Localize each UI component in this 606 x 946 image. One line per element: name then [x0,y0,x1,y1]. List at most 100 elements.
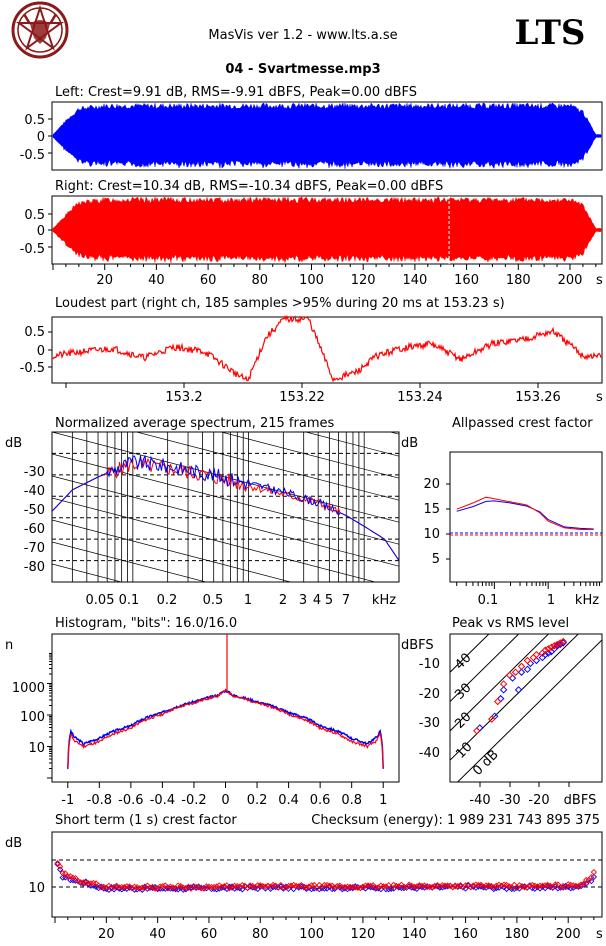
peakrms-point-R-14 [550,642,558,650]
allpass-xticks [456,582,601,589]
shortterm-point-R-82 [262,883,269,890]
shortterm-xunit: s [596,927,603,942]
shortterm-yunit: dB [5,836,22,851]
allpass-xtick-0: 0.1 [478,593,499,608]
spectrum-ytick-2: -50 [24,503,45,518]
histogram-yunit: n [5,638,13,653]
shortterm-point-R-190 [539,882,546,889]
shortterm-point-R-174 [498,882,505,889]
shortterm-xtick-0: 20 [98,927,115,942]
shortterm-point-R-25 [116,884,123,891]
shortterm-point-R-148 [431,883,438,890]
peakrms-point-R-13 [547,643,556,652]
peakrms-point-R-7 [523,656,532,665]
loudest-xticks: 153.2 153.22 153.24 153.26 [65,383,561,405]
peakrms-point-R-12 [544,645,553,653]
peakrms-title: Peak vs RMS level [452,616,569,631]
shortterm-point-R-208 [585,877,592,884]
shortterm-point-R-105 [321,881,328,889]
shortterm-point-R-128 [380,883,387,890]
loudest-title: Loudest part (right ch, 185 samples >95%… [55,296,505,311]
shortterm-point-L-48 [175,886,182,893]
shortterm-point-L-179 [511,885,518,893]
right-xtick-0: 20 [96,273,113,288]
histogram-ytick-2: 10 [28,741,45,756]
shortterm-point-R-24 [113,882,120,889]
left-waveform-plot: 0.5 0 -0.5 [20,101,603,171]
peakrms-yunit: dBFS [401,638,434,653]
shortterm-point-L-2 [56,866,64,873]
shortterm-point-R-97 [300,884,308,891]
spectrum-left-line [52,454,399,561]
histogram-xtick-1: -0.8 [87,793,112,808]
shortterm-point-R-152 [441,882,449,889]
shortterm-point-R-160 [462,882,469,889]
loudest-xtick-0: 153.2 [165,390,202,405]
shortterm-point-R-108 [328,882,336,889]
peakrms-point-L-11 [541,650,550,659]
allpass-plot: dB 20 15 10 5 0.1 1 kHz [401,436,603,608]
shortterm-point-R-166 [477,881,485,889]
right-waveform-plot: 0.5 0 -0.5 20 40 60 80 100 120 140 160 180 200 s [20,195,603,288]
right-xtick-7: 160 [454,273,479,288]
shortterm-point-R-14 [87,880,95,887]
shortterm-point-R-33 [136,885,143,892]
histogram-xtick-8: 0.6 [310,793,331,808]
shortterm-point-L-209 [588,878,595,885]
peakrms-point-L-7 [523,665,532,674]
shortterm-point-R-95 [295,883,302,890]
spectrum-xunit: kHz [372,593,396,608]
shortterm-point-R-30 [128,885,136,892]
file-title: 04 - Svartmesse.mp3 [225,62,380,77]
spectrum-xtick-4: 1 [244,593,252,608]
shortterm-point-R-79 [254,882,261,889]
shortterm-point-R-42 [159,883,166,890]
histogram-xtick-5: 0 [221,793,229,808]
shortterm-point-L-152 [441,883,449,890]
shortterm-point-R-171 [490,884,497,891]
spectrum-grid [52,432,399,582]
shortterm-point-R-163 [470,882,477,889]
left-title: Left: Crest=9.91 dB, RMS=-9.91 dBFS, Pea… [55,85,417,100]
allpass-left-line [456,500,594,530]
peakrms-point-R-9 [532,650,541,659]
brand-mark: LTS [515,13,586,53]
shortterm-xtick-3: 80 [252,927,269,942]
shortterm-point-R-141 [413,883,420,890]
shortterm-point-R-205 [577,881,585,888]
left-ytick-2: -0.5 [20,148,45,163]
left-ytick-0: 0.5 [24,113,45,128]
peakrms-xunit: dBFS [564,793,597,808]
spectrum-plot: dB -30 -40 -50 -60 -70 -80 0.05 0.1 0.2 … [5,431,400,608]
histogram-xticks: -1 -0.8 -0.6 -0.4 -0.2 0 0.2 0.4 0.6 0.8 1 [61,782,387,808]
right-xtick-1: 40 [148,273,165,288]
shortterm-point-R-144 [421,882,428,889]
shortterm-point-R-23 [110,883,118,891]
shortterm-point-R-29 [126,883,133,890]
checksum-text: Checksum (energy): 1 989 231 743 895 375 [311,813,600,828]
shortterm-point-L-105 [321,885,328,892]
histogram-xtick-6: 0.2 [247,793,268,808]
shortterm-point-R-172 [493,882,500,889]
shortterm-point-R-156 [452,883,459,890]
shortterm-point-R-52 [185,883,192,890]
shortterm-point-R-98 [303,884,310,891]
right-xtick-8: 180 [506,273,531,288]
shortterm-point-R-121 [362,882,369,889]
peakrms-point-R-2 [493,697,502,706]
shortterm-point-R-185 [526,882,533,889]
shortterm-point-R-51 [182,884,190,892]
right-xtick-3: 80 [252,273,269,288]
spectrum-xtick-7: 4 [313,593,321,608]
shortterm-plot: dB 10 20 40 60 80 100 120 140 160 180 200 s [5,831,603,942]
histogram-xtick-10: 1 [379,793,387,808]
right-xticks: 20 40 60 80 100 120 140 160 180 200 [52,264,597,288]
peakrms-ytick-2: -30 [419,716,440,731]
shortterm-point-R-72 [236,883,243,890]
shortterm-point-L-101 [311,885,318,892]
histogram-title: Histogram, "bits": 16.0/16.0 [55,616,237,631]
shortterm-point-R-206 [580,880,587,888]
peakrms-point-R-16 [556,639,564,647]
allpass-title: Allpassed crest factor [452,416,593,431]
